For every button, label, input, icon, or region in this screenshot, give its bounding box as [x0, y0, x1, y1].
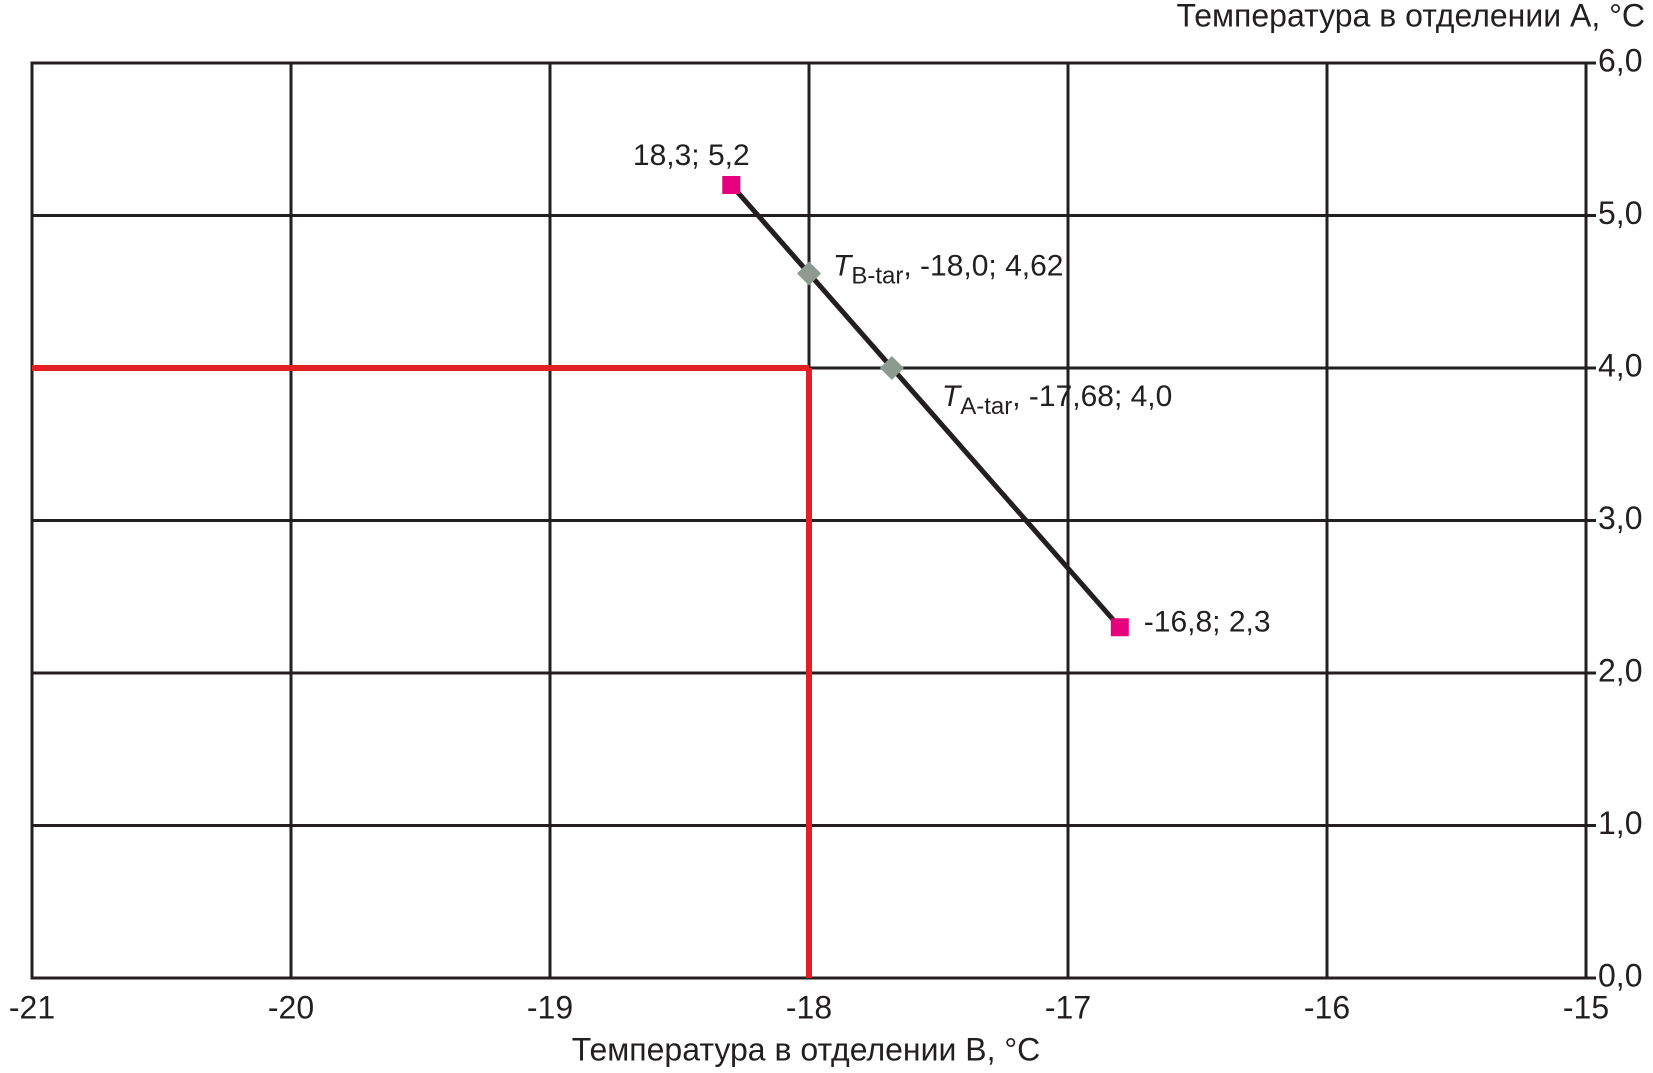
y-tick-label: 0,0 [1598, 957, 1642, 993]
label-subscript: B-tar [851, 263, 903, 290]
y-tick-label: 2,0 [1598, 652, 1642, 688]
marker [722, 176, 741, 194]
x-tick-label: -18 [786, 989, 832, 1025]
label-text: , -17,68; 4,0 [1012, 380, 1172, 413]
y-tick-label: 6,0 [1598, 42, 1642, 78]
y-tick-label: 3,0 [1598, 500, 1642, 536]
label-text: 18,3; 5,2 [633, 139, 750, 172]
label-text: , -18,0; 4,62 [903, 249, 1063, 282]
point-label: TA-tar, -17,68; 4,0 [942, 380, 1172, 420]
x-tick-label: -16 [1304, 989, 1350, 1025]
x-tick-label: -15 [1563, 989, 1609, 1025]
point-label: -16,8; 2,3 [1144, 605, 1271, 638]
y-axis-title: Температура в отделении A, °С [1177, 0, 1646, 33]
label-subscript: A-tar [960, 393, 1012, 420]
marker [1110, 618, 1129, 637]
x-tick-label: -17 [1045, 989, 1091, 1025]
label-text: -16,8; 2,3 [1144, 605, 1271, 638]
point-label: 18,3; 5,2 [633, 139, 750, 172]
y-tick-label: 5,0 [1598, 195, 1642, 231]
marker [797, 261, 821, 286]
y-tick-label: 4,0 [1598, 347, 1642, 383]
line [729, 183, 1122, 629]
label-symbol: T [942, 380, 963, 413]
x-tick-label: -19 [527, 989, 573, 1025]
label-symbol: T [833, 249, 854, 282]
x-tick-label: -21 [9, 989, 55, 1025]
marker [879, 356, 904, 380]
x-tick-label: -20 [268, 989, 314, 1025]
y-tick-label: 1,0 [1598, 805, 1642, 841]
point-label: TB-tar, -18,0; 4,62 [833, 249, 1063, 289]
x-axis-title: Температура в отделении B, °С [572, 1031, 1041, 1067]
